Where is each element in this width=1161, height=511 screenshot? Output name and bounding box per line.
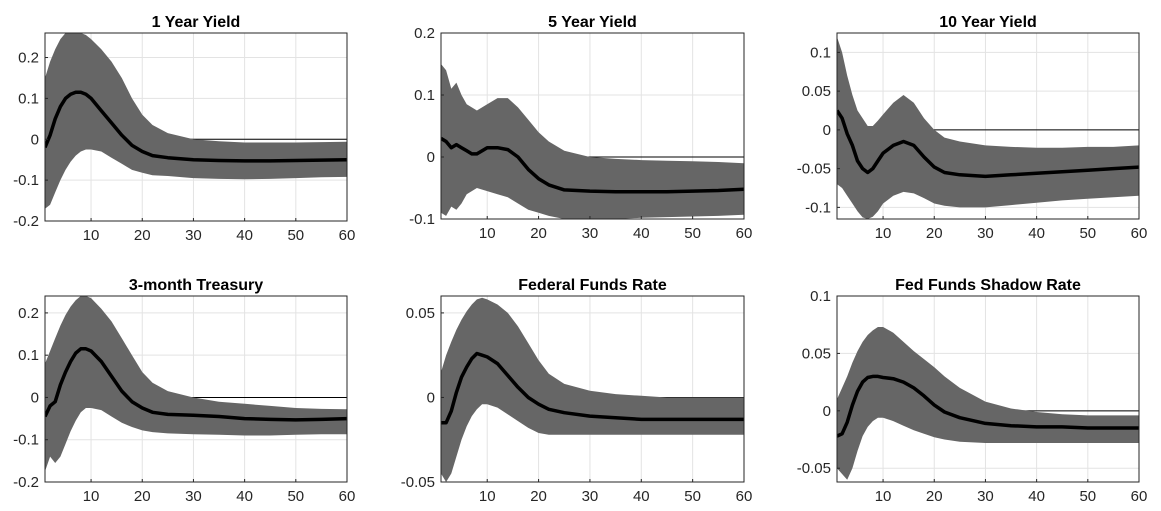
chart-title: Fed Funds Shadow Rate [895, 277, 1081, 294]
axes-box [440, 32, 745, 220]
median-response-line [441, 136, 744, 194]
median-response-line [837, 109, 1139, 179]
y-tick-label: 0.05 [406, 305, 435, 322]
y-tick-label: 0 [31, 131, 39, 148]
chart-panel-2: 10 20 30 40 50 60 -0.1 0 0.1 0.2 5 Year Yield [409, 14, 752, 242]
x-tick-label: 10 [83, 488, 100, 505]
x-tick-label: 40 [236, 227, 253, 244]
x-tick-label: 50 [684, 225, 701, 242]
x-tick-label: 20 [530, 225, 547, 242]
x-tick-label: 30 [582, 225, 599, 242]
x-tick-label: 60 [1131, 225, 1148, 242]
y-tick-label: 0.05 [802, 83, 831, 100]
x-tick-label: 60 [736, 225, 753, 242]
x-tick-label: 60 [339, 488, 356, 505]
median-response-line [45, 90, 347, 163]
y-tick-label: 0.1 [810, 44, 831, 61]
y-tick-label: 0 [823, 122, 831, 139]
x-tick-label: 50 [287, 227, 304, 244]
chart-panel-1: 10 20 30 40 50 60 -0.2 -0.1 0 0.1 0.2 1 Year Yield [13, 14, 355, 244]
chart-panel-5: 10 20 30 40 50 60 -0.05 0 0.05 Federal Funds Rate [401, 277, 753, 505]
axes-box [44, 32, 348, 222]
y-tick-label: 0 [427, 149, 435, 166]
y-tick-label: 0 [427, 389, 435, 406]
y-tick-label: -0.05 [401, 474, 435, 491]
y-tick-label: 0.2 [18, 50, 39, 67]
x-tick-label: 60 [339, 227, 356, 244]
x-tick-label: 50 [1079, 488, 1096, 505]
axes-box [836, 32, 1140, 220]
chart-title: 10 Year Yield [939, 14, 1037, 31]
y-tick-label: -0.05 [797, 161, 831, 178]
x-tick-label: 30 [977, 488, 994, 505]
confidence-band [441, 64, 744, 219]
x-tick-label: 20 [134, 227, 151, 244]
x-tick-label: 50 [684, 488, 701, 505]
confidence-band [837, 327, 1139, 480]
y-tick-label: -0.05 [797, 460, 831, 477]
axes-box [836, 295, 1140, 483]
chart-panel-3: 10 20 30 40 50 60 -0.1 -0.05 0 0.05 0.1 10 Year Yie… [797, 14, 1148, 242]
y-tick-label: 0.05 [802, 345, 831, 362]
y-tick-label: -0.1 [409, 211, 435, 228]
x-tick-label: 30 [582, 488, 599, 505]
y-tick-label: -0.1 [13, 172, 39, 189]
x-tick-label: 30 [185, 488, 202, 505]
x-tick-label: 10 [479, 225, 496, 242]
chart-title: 3-month Treasury [129, 277, 263, 294]
chart-title: 5 Year Yield [548, 14, 637, 31]
confidence-band [441, 297, 744, 482]
y-tick-label: 0.1 [414, 87, 435, 104]
x-tick-label: 50 [1079, 225, 1096, 242]
x-tick-label: 40 [1028, 225, 1045, 242]
x-tick-label: 30 [977, 225, 994, 242]
x-tick-label: 40 [633, 488, 650, 505]
y-tick-label: 0.2 [18, 305, 39, 322]
y-tick-label: -0.1 [13, 432, 39, 449]
x-tick-label: 10 [83, 227, 100, 244]
median-response-line [837, 374, 1139, 438]
y-tick-label: 0.2 [414, 25, 435, 42]
y-tick-label: -0.2 [13, 213, 39, 230]
x-tick-label: 20 [926, 225, 943, 242]
median-response-line [45, 347, 347, 422]
axes-box [44, 295, 348, 483]
x-tick-label: 20 [134, 488, 151, 505]
chart-panel-4: 10 20 30 40 50 60 -0.2 -0.1 0 0.1 0.2 3-month Treas… [13, 277, 355, 505]
confidence-band [45, 296, 347, 472]
x-tick-label: 20 [530, 488, 547, 505]
x-tick-label: 40 [633, 225, 650, 242]
y-tick-label: 0 [823, 403, 831, 420]
x-tick-label: 10 [875, 225, 892, 242]
confidence-band [45, 33, 347, 209]
y-tick-label: 0.1 [18, 90, 39, 107]
median-response-line [441, 351, 744, 425]
axes-box [440, 295, 745, 483]
y-tick-label: 0 [31, 389, 39, 406]
chart-panel-6: 10 20 30 40 50 60 -0.05 0 0.05 0.1 Fed Funds Shado… [797, 277, 1148, 505]
x-tick-label: 50 [287, 488, 304, 505]
x-tick-label: 30 [185, 227, 202, 244]
x-tick-label: 60 [736, 488, 753, 505]
x-tick-label: 10 [479, 488, 496, 505]
y-tick-label: 0.1 [18, 347, 39, 364]
y-tick-label: 0.1 [810, 288, 831, 305]
x-tick-label: 10 [875, 488, 892, 505]
chart-title: 1 Year Yield [152, 14, 241, 31]
x-tick-label: 40 [236, 488, 253, 505]
confidence-band [837, 36, 1139, 219]
y-tick-label: -0.1 [805, 199, 831, 216]
x-tick-label: 40 [1028, 488, 1045, 505]
x-tick-label: 20 [926, 488, 943, 505]
x-tick-label: 60 [1131, 488, 1148, 505]
y-tick-label: -0.2 [13, 474, 39, 491]
chart-title: Federal Funds Rate [518, 277, 667, 294]
